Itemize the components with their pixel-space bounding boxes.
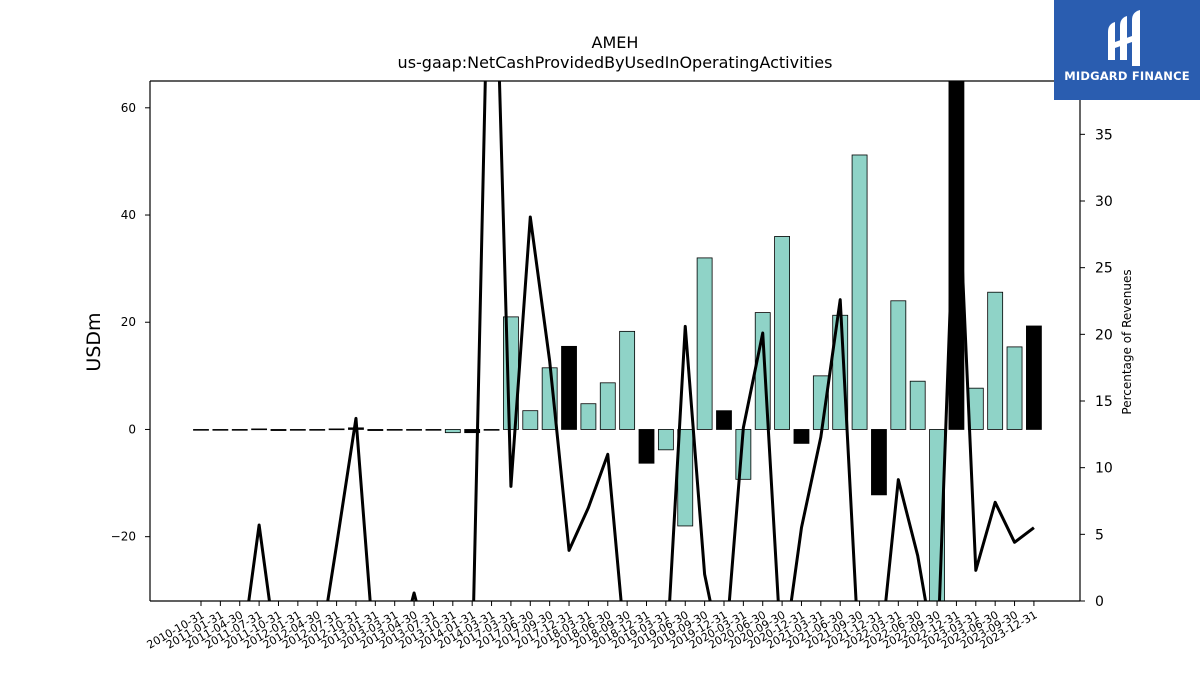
bar [871, 429, 887, 496]
y2-axis-label: Percentage of Revenues [1120, 269, 1134, 414]
axes-layer: −200204060051015202530352010-10-312011-0… [111, 80, 1113, 652]
bar [793, 429, 810, 444]
y-tick-label: −20 [111, 530, 136, 544]
bar [270, 429, 287, 431]
bar [328, 428, 345, 431]
line-series [247, 81, 1035, 601]
y-tick-label: 20 [121, 315, 136, 329]
bar [890, 300, 907, 430]
bar [231, 429, 248, 431]
bar [696, 257, 713, 430]
bar [386, 429, 403, 431]
line-layer [247, 81, 1035, 601]
y2-tick-label: 15 [1095, 394, 1113, 410]
chart-title: AMEH [592, 33, 639, 52]
bar [483, 429, 500, 431]
bar [444, 429, 461, 434]
bar [425, 429, 442, 431]
bar [212, 429, 229, 431]
bar [580, 403, 597, 430]
bar [657, 429, 674, 451]
bar [367, 429, 384, 431]
bar [851, 154, 868, 430]
y-tick-label: 40 [121, 208, 136, 222]
y2-tick-label: 0 [1095, 594, 1104, 610]
y-tick-label: 60 [121, 101, 136, 115]
y2-tick-label: 10 [1095, 461, 1113, 477]
y2-tick-label: 5 [1095, 527, 1104, 543]
bar [309, 429, 326, 431]
bar [251, 428, 268, 431]
chart-subtitle: us-gaap:NetCashProvidedByUsedInOperating… [398, 53, 833, 72]
bar [909, 380, 926, 430]
y-tick-label: 0 [128, 422, 136, 436]
y2-tick-label: 20 [1095, 327, 1113, 343]
bar [948, 81, 965, 430]
y2-tick-label: 25 [1095, 261, 1113, 277]
bar [289, 429, 306, 431]
bar [406, 429, 422, 431]
logo-mark-icon [1108, 10, 1140, 66]
bars-layer [193, 81, 1042, 601]
bar [193, 429, 209, 431]
bar [522, 410, 539, 430]
logo-text: MIDGARD FINANCE [1064, 69, 1190, 83]
bar [1006, 346, 1023, 430]
bar [464, 429, 481, 434]
bar [599, 382, 616, 430]
y-axis-label: USDm [83, 312, 105, 371]
y2-tick-label: 30 [1095, 194, 1113, 210]
bar [638, 429, 655, 464]
bar [987, 291, 1004, 430]
y2-tick-label: 35 [1095, 127, 1113, 143]
bar [1026, 325, 1042, 430]
bar [561, 345, 577, 430]
bar [774, 236, 790, 430]
bar [716, 410, 732, 430]
bar [619, 330, 636, 430]
brand-logo: MIDGARD FINANCE [1054, 0, 1200, 100]
